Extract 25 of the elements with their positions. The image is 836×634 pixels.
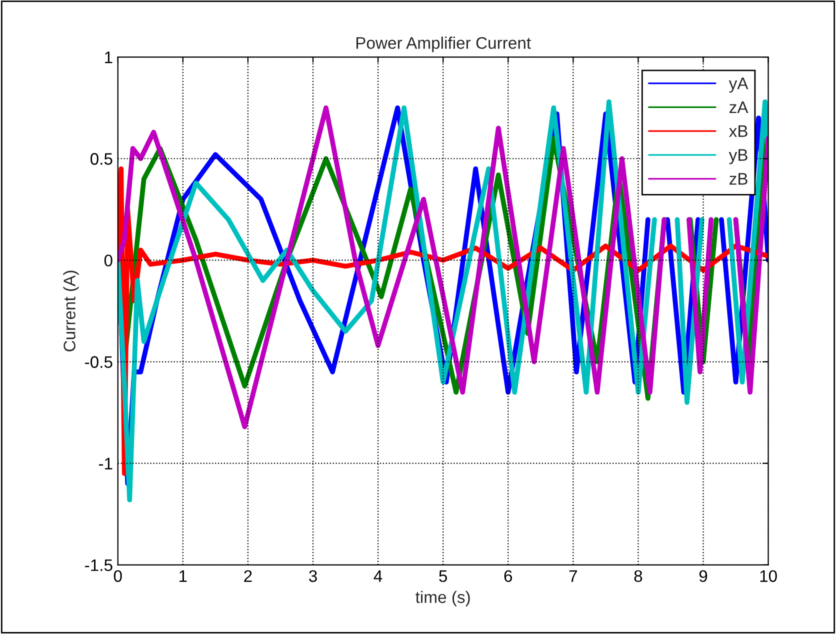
x-tick-label: 4: [374, 570, 382, 582]
legend-label: yA: [728, 78, 748, 93]
y-tick-label: 0.5: [90, 153, 112, 165]
y-tick-label: -1: [98, 458, 112, 470]
x-tick-label: 5: [439, 570, 448, 582]
x-tick-label: 1: [180, 570, 187, 582]
y-tick-label: -1.5: [85, 559, 112, 572]
x-tick-label: 6: [504, 570, 512, 582]
y-tick-label: -0.5: [85, 356, 112, 368]
legend-label: xB: [729, 125, 748, 137]
x-tick-label: 7: [569, 570, 577, 582]
x-tick-label: 8: [634, 570, 642, 582]
x-tick-label: 10: [760, 570, 777, 582]
x-tick-label: 9: [699, 570, 708, 582]
x-tick-label: 2: [244, 570, 252, 582]
chart-title: Power Amplifier Current: [356, 36, 531, 52]
y-tick-label: 1: [105, 52, 112, 64]
y-tick-label: 0: [104, 254, 112, 266]
legend-label: zB: [730, 173, 748, 185]
legend-label: zA: [730, 102, 748, 114]
y-axis-title: Current (A): [63, 270, 79, 352]
x-tick-label: 0: [114, 570, 122, 582]
x-axis-title: time (s): [416, 590, 470, 606]
legend-label: yB: [728, 149, 748, 164]
x-tick-label: 3: [309, 570, 317, 582]
